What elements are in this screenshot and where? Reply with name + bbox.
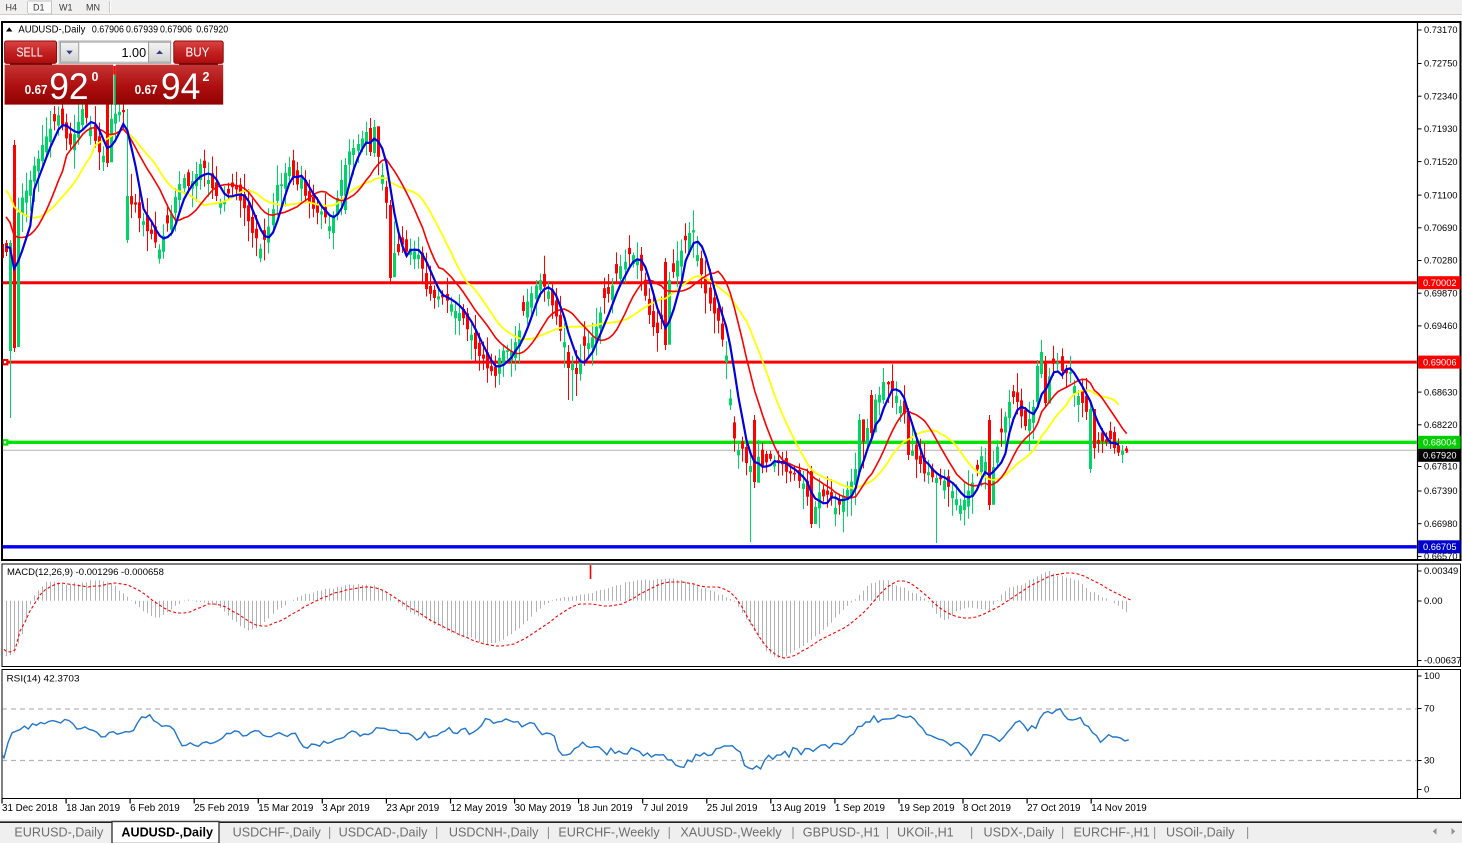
svg-text:23 Apr 2019: 23 Apr 2019 — [386, 803, 439, 814]
svg-text:31 Dec 2018: 31 Dec 2018 — [2, 803, 58, 814]
svg-text:0.67906: 0.67906 — [92, 25, 124, 36]
svg-text:|: | — [435, 826, 438, 840]
svg-text:0.68630: 0.68630 — [1424, 387, 1458, 398]
svg-text:7 Jul 2019: 7 Jul 2019 — [643, 803, 688, 814]
svg-text:0.67390: 0.67390 — [1424, 486, 1458, 497]
svg-text:USDCNH-,Daily: USDCNH-,Daily — [449, 826, 539, 840]
svg-text:W1: W1 — [59, 3, 73, 13]
svg-text:13 Aug 2019: 13 Aug 2019 — [771, 803, 826, 814]
svg-text:EURCHF-,Weekly: EURCHF-,Weekly — [558, 826, 660, 840]
svg-text:0.69006: 0.69006 — [1423, 357, 1457, 368]
svg-text:100: 100 — [1424, 671, 1440, 682]
svg-text:0.70690: 0.70690 — [1424, 223, 1458, 234]
svg-text:30 May 2019: 30 May 2019 — [515, 803, 572, 814]
svg-text:0.69870: 0.69870 — [1424, 288, 1458, 299]
svg-text:2: 2 — [203, 70, 210, 84]
svg-text:0.72340: 0.72340 — [1424, 91, 1458, 102]
svg-text:18 Jan 2019: 18 Jan 2019 — [66, 803, 120, 814]
svg-text:|: | — [791, 826, 794, 840]
svg-text:0.70280: 0.70280 — [1424, 256, 1458, 267]
svg-text:30: 30 — [1424, 756, 1435, 767]
svg-text:|: | — [328, 826, 331, 840]
svg-text:12 May 2019: 12 May 2019 — [451, 803, 508, 814]
svg-text:0.71930: 0.71930 — [1424, 124, 1458, 135]
svg-text:0.67: 0.67 — [25, 82, 48, 97]
svg-text:0: 0 — [1424, 785, 1429, 796]
svg-text:0.67810: 0.67810 — [1424, 462, 1458, 473]
svg-text:XAUUSD-,Weekly: XAUUSD-,Weekly — [680, 826, 782, 840]
svg-text:0.66705: 0.66705 — [1423, 542, 1457, 553]
svg-text:-0.00637: -0.00637 — [1424, 656, 1462, 667]
svg-text:0.67939: 0.67939 — [126, 25, 158, 36]
svg-text:94: 94 — [161, 66, 200, 107]
svg-text:0.73170: 0.73170 — [1424, 25, 1458, 36]
svg-text:92: 92 — [49, 66, 88, 107]
svg-text:27 Oct 2019: 27 Oct 2019 — [1027, 803, 1080, 814]
svg-text:|: | — [547, 826, 550, 840]
svg-text:0.66570: 0.66570 — [1424, 552, 1458, 563]
svg-text:D1: D1 — [33, 3, 45, 13]
svg-text:|: | — [1153, 826, 1156, 840]
svg-text:0.67906: 0.67906 — [160, 25, 192, 36]
svg-text:AUDUSD-,Daily: AUDUSD-,Daily — [18, 25, 85, 36]
svg-text:0.70002: 0.70002 — [1423, 278, 1457, 289]
svg-text:15 Mar 2019: 15 Mar 2019 — [258, 803, 313, 814]
svg-text:UKOil-,H1: UKOil-,H1 — [897, 826, 954, 840]
svg-text:USDCAD-,Daily: USDCAD-,Daily — [339, 826, 429, 840]
svg-text:0.67920: 0.67920 — [1423, 451, 1457, 462]
svg-text:0.69460: 0.69460 — [1424, 321, 1458, 332]
svg-text:|: | — [886, 826, 889, 840]
svg-text:1 Sep 2019: 1 Sep 2019 — [835, 803, 885, 814]
svg-text:MN: MN — [86, 3, 100, 13]
svg-text:0.68220: 0.68220 — [1424, 420, 1458, 431]
svg-text:0.68004: 0.68004 — [1423, 438, 1457, 449]
svg-text:8 Oct 2019: 8 Oct 2019 — [963, 803, 1011, 814]
svg-text:0.67: 0.67 — [135, 82, 158, 97]
svg-text:AUDUSD-,Daily: AUDUSD-,Daily — [121, 826, 213, 840]
svg-text:0.71520: 0.71520 — [1424, 157, 1458, 168]
svg-text:H4: H4 — [6, 3, 18, 13]
svg-text:SELL: SELL — [16, 45, 42, 60]
svg-text:|: | — [1246, 826, 1249, 840]
svg-text:6 Feb 2019: 6 Feb 2019 — [130, 803, 180, 814]
svg-text:0: 0 — [92, 70, 99, 84]
svg-text:|: | — [668, 826, 671, 840]
svg-text:18 Jun 2019: 18 Jun 2019 — [579, 803, 633, 814]
svg-text:EURCHF-,H1: EURCHF-,H1 — [1074, 826, 1150, 840]
svg-text:19 Sep 2019: 19 Sep 2019 — [899, 803, 955, 814]
svg-text:0.66980: 0.66980 — [1424, 519, 1458, 530]
svg-text:14 Nov 2019: 14 Nov 2019 — [1091, 803, 1147, 814]
svg-text:25 Jul 2019: 25 Jul 2019 — [707, 803, 758, 814]
svg-text:EURUSD-,Daily: EURUSD-,Daily — [14, 826, 104, 840]
svg-text:|: | — [1061, 826, 1064, 840]
svg-text:BUY: BUY — [186, 45, 210, 60]
svg-text:0.72750: 0.72750 — [1424, 59, 1458, 70]
svg-text:0.00: 0.00 — [1424, 596, 1443, 607]
svg-text:0.71100: 0.71100 — [1424, 190, 1458, 201]
svg-text:USDX-,Daily: USDX-,Daily — [984, 826, 1055, 840]
svg-text:3 Apr 2019: 3 Apr 2019 — [322, 803, 369, 814]
svg-text:0.67920: 0.67920 — [196, 25, 228, 36]
svg-text:1.00: 1.00 — [122, 45, 147, 60]
svg-text:USOil-,Daily: USOil-,Daily — [1166, 826, 1235, 840]
svg-text:RSI(14) 42.3703: RSI(14) 42.3703 — [7, 674, 80, 685]
svg-text:USDCHF-,Daily: USDCHF-,Daily — [233, 826, 322, 840]
svg-text:GBPUSD-,H1: GBPUSD-,H1 — [803, 826, 880, 840]
svg-text:0.00349: 0.00349 — [1424, 566, 1458, 577]
svg-text:70: 70 — [1424, 704, 1435, 715]
svg-text:MACD(12,26,9) -0.001296 -0.000: MACD(12,26,9) -0.001296 -0.000658 — [7, 567, 164, 578]
svg-text:25 Feb 2019: 25 Feb 2019 — [194, 803, 249, 814]
svg-text:|: | — [970, 826, 973, 840]
